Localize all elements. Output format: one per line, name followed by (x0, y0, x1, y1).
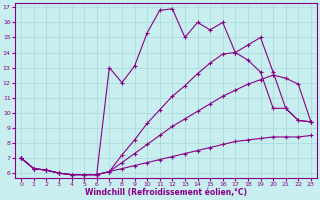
X-axis label: Windchill (Refroidissement éolien,°C): Windchill (Refroidissement éolien,°C) (85, 188, 247, 197)
